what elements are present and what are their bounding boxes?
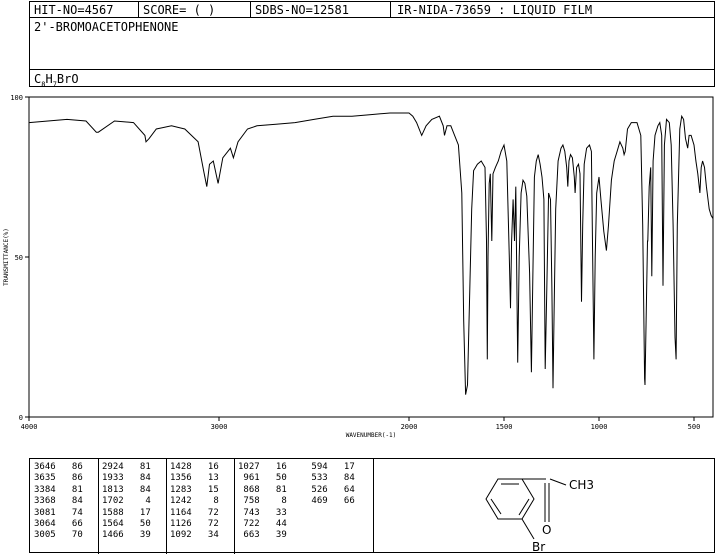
- peak-entry: 3005 70: [34, 530, 83, 541]
- peak-table-box: 3646 86 3635 86 3384 81 3368 84 3081 74 3064 …: [29, 458, 715, 554]
- peak-column-divider: [166, 459, 167, 554]
- benzene-ring: [485, 478, 567, 540]
- peak-column: 1027 16 961 50 868 81 758 8 743 33 722 4…: [238, 462, 287, 542]
- oxygen-label: O: [542, 523, 551, 537]
- peak-entry: 961 50: [238, 473, 287, 484]
- formula-subscript: 8: [41, 80, 46, 89]
- peak-entry: 743 33: [238, 507, 287, 518]
- peak-entry: 3384 81: [34, 484, 83, 495]
- ring-double-bond: [490, 498, 502, 515]
- bond-bromine: [521, 518, 535, 540]
- formula-subscript: 7: [52, 80, 57, 89]
- peak-column: 594 17 533 84 526 64 469 66: [306, 462, 355, 508]
- header-divider: [250, 2, 251, 17]
- ring-double-bond: [518, 498, 530, 516]
- y-tick-label: 50: [15, 254, 23, 262]
- peak-column-divider: [98, 459, 99, 554]
- peak-entry: 469 66: [306, 496, 355, 507]
- formula-element: H: [45, 72, 53, 86]
- header-divider: [390, 2, 391, 17]
- table-divider: [373, 459, 374, 552]
- compound-name: 2'-BROMOACETOPHENONE: [34, 20, 179, 34]
- molecule-structure: CH3 O Br: [485, 478, 594, 554]
- score-label: SCORE= ( ): [143, 3, 216, 17]
- header-divider: [138, 2, 139, 17]
- y-tick-label: 100: [10, 94, 23, 102]
- ir-spectrum-chart: 4000 3000 2000 1500 1000 500 0 50 100 WAVENUMBER…: [3, 94, 714, 439]
- sdbs-number: SDBS-NO=12581: [255, 3, 349, 17]
- peak-column: 2924 81 1933 84 1813 84 1702 4 1588 17 1564 5…: [102, 462, 151, 542]
- peak-column: 1428 16 1356 13 1283 15 1242 8 1164 72 1126 7…: [170, 462, 219, 542]
- peak-entry: 868 81: [238, 484, 287, 495]
- peak-column-divider: [234, 459, 235, 554]
- plot-frame: [28, 96, 714, 418]
- peak-entry: 758 8: [238, 496, 287, 507]
- x-tick-label: 4000: [21, 423, 38, 431]
- formula-element: C: [34, 72, 42, 86]
- peak-entry: 1126 72: [170, 519, 219, 530]
- peak-column: 3646 86 3635 86 3384 81 3368 84 3081 74 3064 …: [34, 462, 83, 542]
- peak-entry: 1428 16: [170, 462, 219, 472]
- peak-entry: 1933 84: [102, 473, 151, 484]
- x-tick-label: 1500: [496, 423, 513, 431]
- methyl-label: CH3: [569, 478, 594, 492]
- chart-series: [28, 112, 714, 395]
- peak-entry: 1564 50: [102, 519, 151, 530]
- x-tick-label: 1000: [591, 423, 608, 431]
- peak-entry: 722 44: [238, 519, 287, 530]
- spectrum-line: [28, 112, 714, 395]
- x-tick-label: 3000: [211, 423, 228, 431]
- molecular-formula: C8H7BrO: [34, 72, 79, 91]
- peak-table: 3646 86 3635 86 3384 81 3368 84 3081 74 3064 …: [30, 459, 375, 554]
- peak-entry: 1164 72: [170, 507, 219, 518]
- formula-box: C8H7BrO: [29, 69, 715, 88]
- peak-entry: 3368 84: [34, 496, 83, 507]
- peak-entry: 1242 8: [170, 496, 219, 507]
- peak-entry: 526 64: [306, 484, 355, 495]
- y-axis-label: TRANSMITTANCE(%): [3, 228, 10, 286]
- compound-name-box: 2'-BROMOACETOPHENONE: [29, 17, 715, 70]
- y-tick-label: 0: [19, 414, 23, 422]
- peak-entry: 1466 39: [102, 530, 151, 541]
- peak-entry: 1702 4: [102, 496, 151, 507]
- peak-entry: 3064 66: [34, 519, 83, 530]
- peak-entry: 533 84: [306, 473, 355, 484]
- peak-entry: 3635 86: [34, 473, 83, 484]
- hit-number: HIT-NO=4567: [34, 3, 114, 17]
- header-bar: HIT-NO=4567 SCORE= ( ) SDBS-NO=12581 IR-…: [29, 1, 715, 18]
- peak-entry: 1588 17: [102, 507, 151, 518]
- measurement-method: IR-NIDA-73659 : LIQUID FILM: [397, 3, 593, 17]
- ring-outline: [485, 478, 535, 520]
- x-tick-label: 500: [688, 423, 701, 431]
- peak-entry: 594 17: [306, 462, 355, 472]
- peak-entry: 3646 86: [34, 462, 83, 472]
- x-tick-label: 2000: [401, 423, 418, 431]
- peak-entry: 663 39: [238, 530, 287, 541]
- x-axis-label: WAVENUMBER(-1): [346, 432, 397, 439]
- peak-entry: 1356 13: [170, 473, 219, 484]
- peak-entry: 1027 16: [238, 462, 287, 472]
- formula-element: BrO: [56, 72, 79, 86]
- peak-entry: 2924 81: [102, 462, 151, 472]
- peak-entry: 1283 15: [170, 484, 219, 495]
- bond-methyl: [549, 478, 567, 486]
- peak-entry: 3081 74: [34, 507, 83, 518]
- peak-entry: 1813 84: [102, 484, 151, 495]
- peak-entry: 1092 34: [170, 530, 219, 541]
- chart-axes: [28, 96, 714, 418]
- chart-ticks: 4000 3000 2000 1500 1000 500 0 50 100: [10, 94, 700, 431]
- bromine-label: Br: [532, 540, 545, 554]
